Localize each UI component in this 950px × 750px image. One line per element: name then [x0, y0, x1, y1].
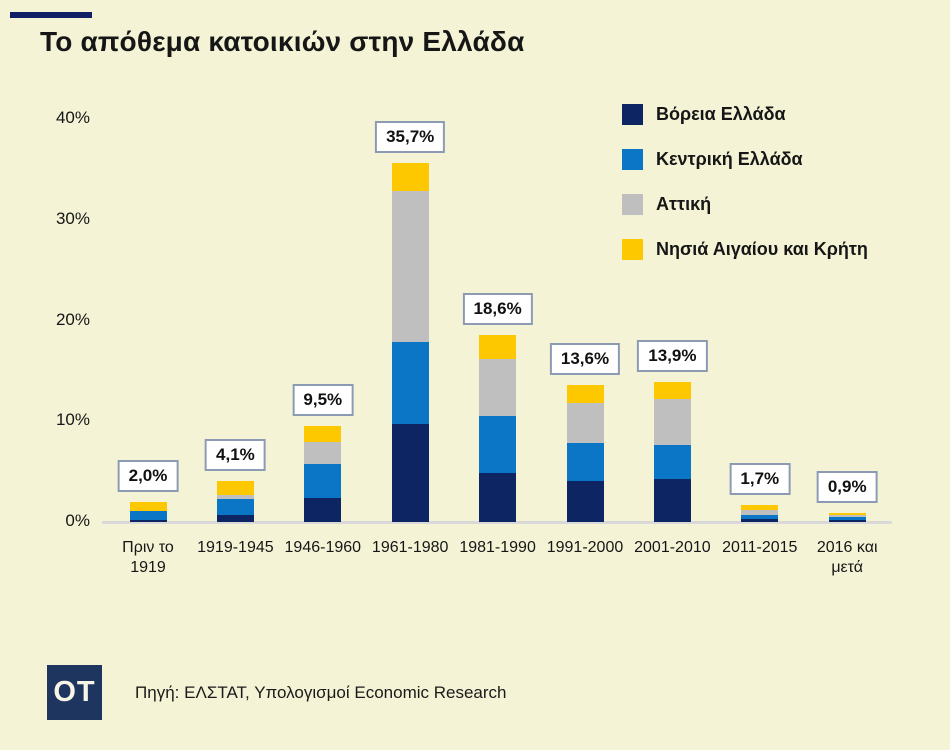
bar-segment-yellow	[216, 480, 254, 495]
bar-segment-gray	[653, 399, 691, 446]
bar-segment-blue	[653, 445, 691, 479]
y-axis-tick: 0%	[65, 511, 90, 530]
bar-segment-navy	[216, 514, 254, 522]
legend-item: Αττική	[622, 193, 868, 215]
y-axis-tick: 40%	[55, 108, 90, 128]
bar-segment-yellow	[566, 385, 604, 404]
bar-segment-navy	[479, 472, 517, 522]
bar-total-label: 35,7%	[375, 120, 446, 153]
bar-total-label: 13,6%	[549, 343, 621, 376]
bar-segment-gray	[304, 442, 342, 464]
bar-total-label: 4,1%	[205, 438, 266, 471]
x-axis-line	[102, 521, 892, 524]
bar-total-label: 13,9%	[637, 340, 708, 373]
page-title: Το απόθεμα κατοικιών στην Ελλάδα	[40, 26, 525, 57]
legend-label: Βόρεια Ελλάδα	[656, 103, 786, 124]
bar-segment-gray	[479, 358, 517, 417]
bar-segment-blue	[828, 517, 866, 520]
legend-item: Βόρεια Ελλάδα	[622, 103, 868, 125]
bar-segment-blue	[479, 416, 517, 473]
x-axis-label: 1946-1960	[284, 539, 362, 556]
x-axis-label: Πριν το 1919	[122, 539, 174, 576]
bar-segment-yellow	[828, 512, 866, 515]
ot-logo: OT	[47, 665, 102, 720]
y-axis-tick: 10%	[55, 410, 90, 430]
bar-segment-navy	[129, 519, 167, 522]
legend-swatch-navy	[622, 103, 643, 125]
x-axis-label: 1961-1980	[371, 539, 449, 556]
x-axis-label: 2016 και μετά	[816, 539, 878, 576]
bar-total-label: 2,0%	[117, 459, 179, 492]
bar-total-label: 0,9%	[816, 470, 878, 503]
brand-dash	[10, 12, 92, 18]
bar-segment-gray	[566, 403, 604, 444]
bar-total-label: 9,5%	[292, 384, 354, 417]
bar-segment-yellow	[741, 504, 779, 510]
x-axis-label: 1981-1990	[459, 539, 536, 556]
bar-segment-blue	[304, 463, 342, 498]
bar-segment-yellow	[304, 426, 342, 443]
legend-swatch-gray	[622, 193, 643, 215]
x-axis-label: 1991-2000	[546, 539, 624, 556]
bar-segment-navy	[304, 497, 342, 522]
bar-segment-navy	[391, 424, 429, 522]
bar-segment-gray	[828, 514, 866, 518]
bar-segment-yellow	[391, 162, 429, 191]
legend-label: Αττική	[656, 193, 712, 214]
bar-segment-blue	[129, 510, 167, 520]
bar-segment-blue	[216, 498, 254, 515]
legend-swatch-blue	[622, 148, 643, 170]
y-axis-tick: 30%	[55, 208, 90, 228]
bar-segment-gray	[391, 190, 429, 342]
x-axis-label: 1919-1945	[197, 539, 274, 556]
bar-segment-blue	[566, 443, 604, 481]
x-axis-label: 2001-2010	[634, 539, 711, 556]
legend-item: Κεντρική Ελλάδα	[622, 148, 868, 170]
legend-label: Κεντρική Ελλάδα	[656, 148, 803, 169]
legend-label: Νησιά Αιγαίου και Κρήτη	[656, 238, 868, 259]
bar-segment-navy	[653, 478, 691, 522]
bar-segment-yellow	[129, 501, 167, 511]
bar-total-label: 1,7%	[729, 462, 791, 495]
bar-total-label: 18,6%	[462, 292, 533, 325]
bar-segment-blue	[741, 514, 779, 519]
bar-segment-navy	[566, 480, 604, 522]
bar-segment-navy	[828, 519, 866, 522]
y-axis-tick: 20%	[55, 309, 90, 329]
source-attribution: Πηγή: ΕΛΣΤΑΤ, Υπολογισμοί Economic Resea…	[135, 682, 507, 702]
x-axis-label: 2011-2015	[722, 539, 798, 556]
bar-segment-navy	[741, 518, 779, 522]
legend-swatch-yellow	[622, 238, 643, 260]
legend-item: Νησιά Αιγαίου και Κρήτη	[622, 238, 868, 260]
bar-segment-gray	[741, 509, 779, 515]
bar-segment-blue	[391, 341, 429, 425]
chart-legend: Βόρεια Ελλάδα Κεντρική Ελλάδα Αττική Νησιά …	[622, 103, 868, 283]
bar-segment-yellow	[479, 334, 517, 359]
bar-segment-gray	[216, 494, 254, 499]
ot-logo-text: OT	[53, 676, 96, 708]
bar-segment-yellow	[653, 382, 691, 400]
